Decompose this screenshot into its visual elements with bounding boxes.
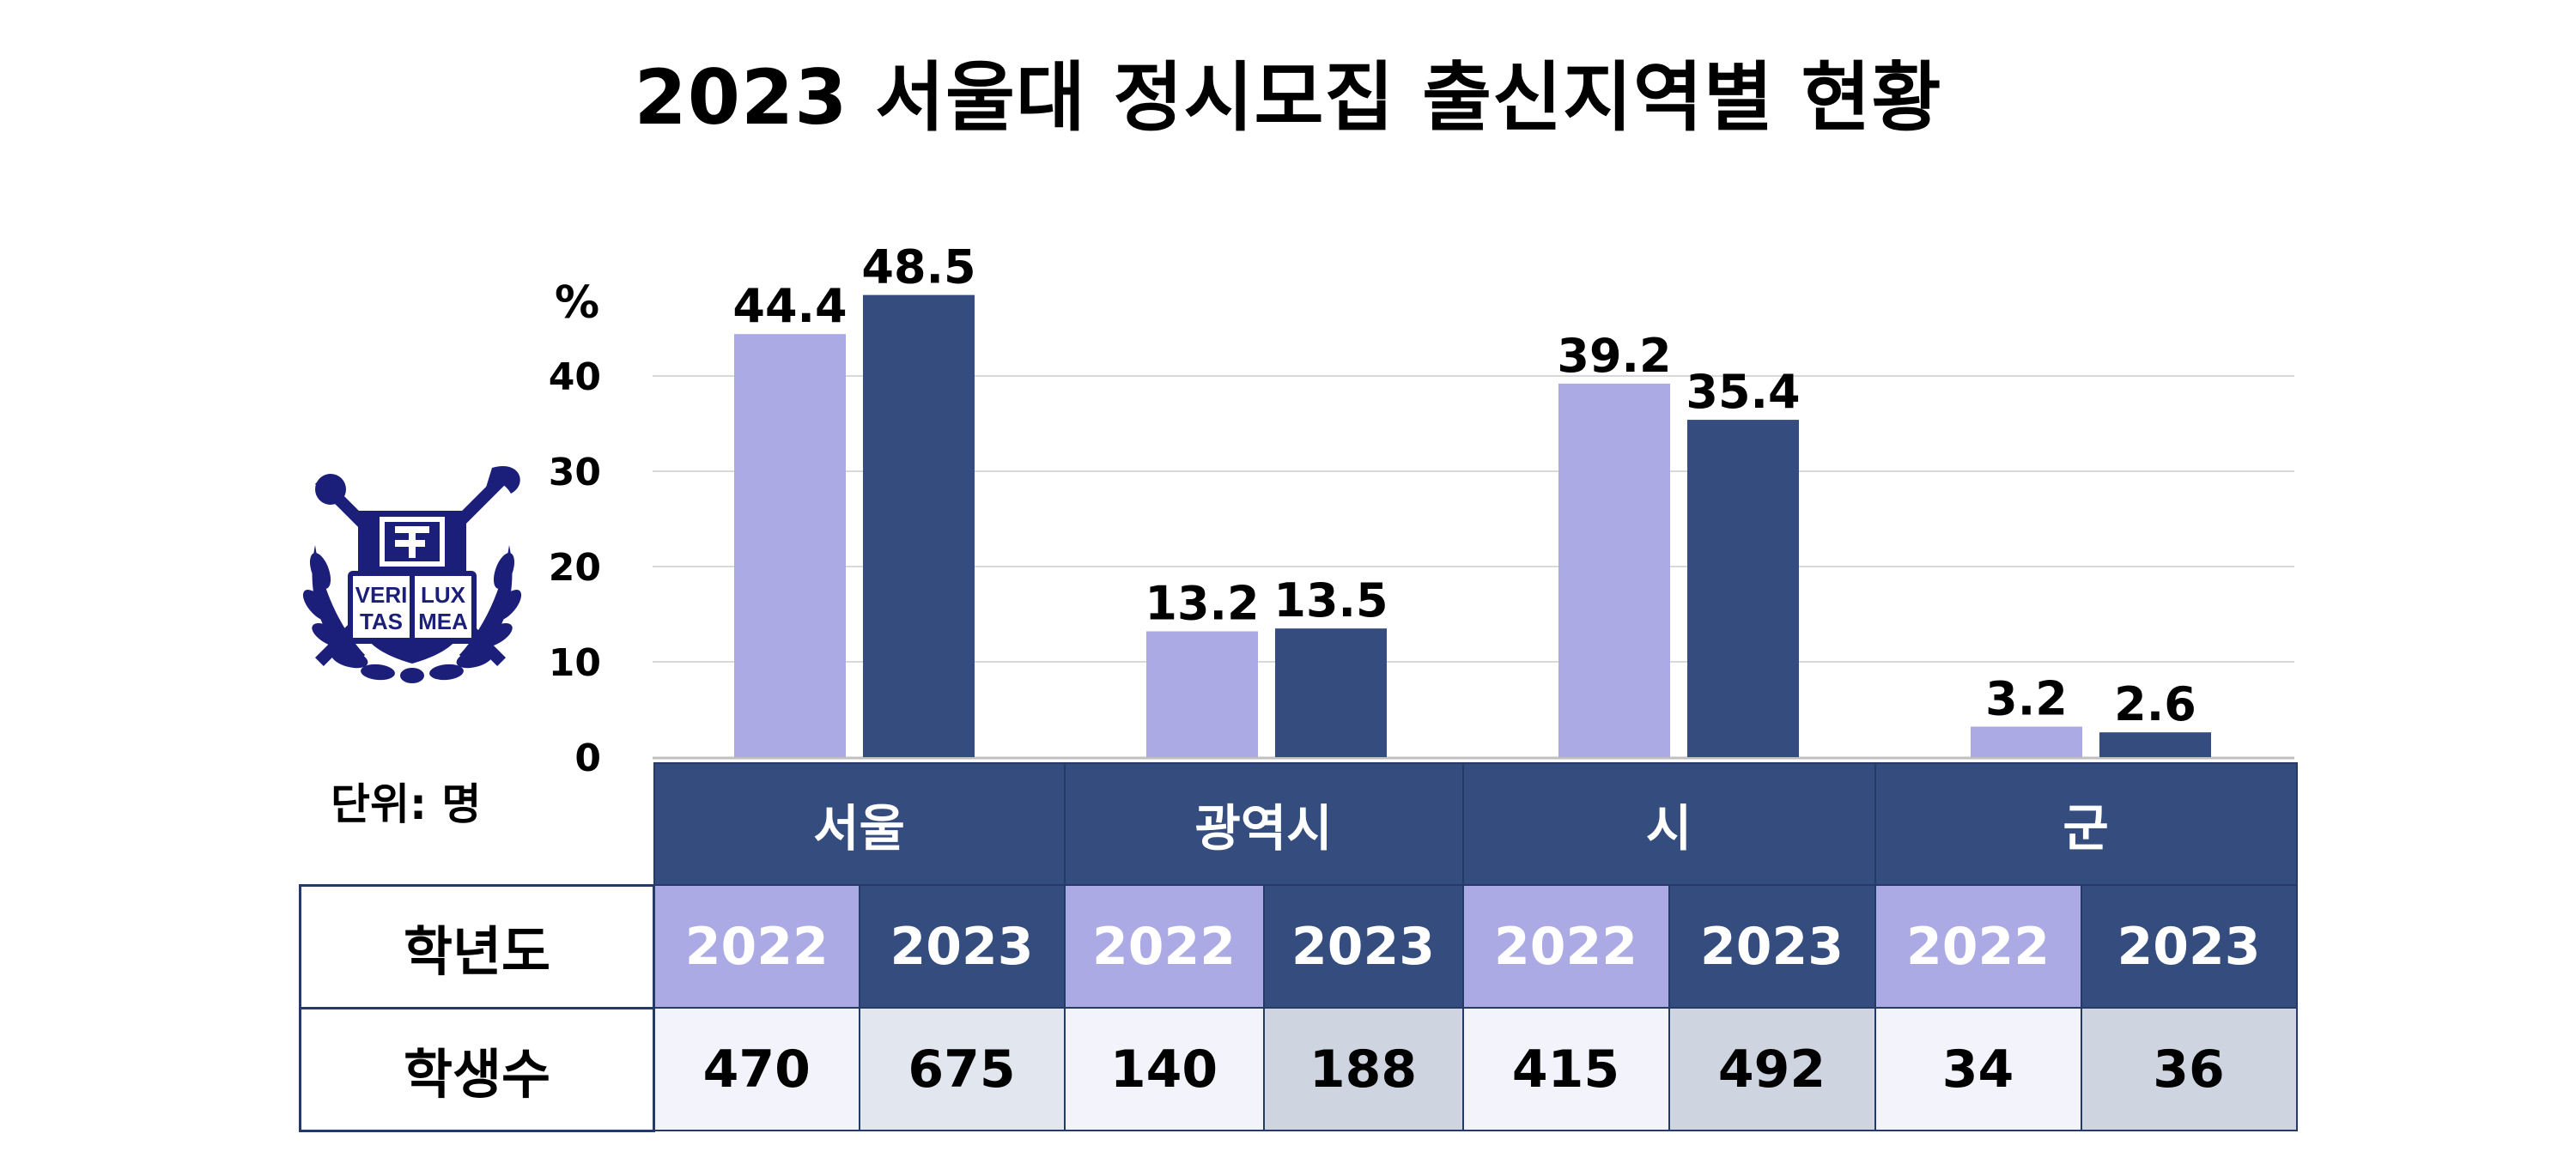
year-cell: 2022 bbox=[1063, 884, 1265, 1009]
data-label: 48.5 bbox=[861, 240, 975, 294]
row-header-year: 학년도 bbox=[299, 883, 655, 1009]
count-cell: 140 bbox=[1063, 1007, 1265, 1131]
bar-2022-서울 bbox=[734, 334, 846, 757]
data-label: 2.6 bbox=[2114, 677, 2196, 731]
count-cell: 36 bbox=[2080, 1007, 2298, 1131]
bars bbox=[734, 294, 2211, 757]
bar-2023-서울 bbox=[863, 294, 975, 757]
university-emblem-icon: VERI LUX TAS MEA bbox=[302, 465, 522, 683]
data-label: 44.4 bbox=[732, 279, 847, 333]
row-header-count: 학생수 bbox=[299, 1006, 655, 1132]
y-axis-label: % bbox=[555, 277, 599, 329]
y-tick-label: 30 bbox=[549, 451, 601, 494]
count-cell: 675 bbox=[858, 1007, 1066, 1131]
y-tick-label: 10 bbox=[549, 641, 601, 685]
student-count-table: 서울 광역시 시 군 학년도 2022 2023 2022 2023 2022 … bbox=[299, 762, 2298, 1132]
year-cell: 2022 bbox=[653, 884, 860, 1009]
data-label: 39.2 bbox=[1557, 329, 1671, 383]
count-cell: 492 bbox=[1668, 1007, 1876, 1131]
year-cell: 2023 bbox=[2080, 884, 2298, 1009]
chart-title: 2023 서울대 정시모집 출신지역별 현황 bbox=[634, 53, 1942, 142]
bar-2023-광역시 bbox=[1275, 628, 1387, 757]
data-label: 13.2 bbox=[1145, 576, 1259, 630]
y-tick-label: 40 bbox=[549, 355, 601, 399]
logo-text: LUX bbox=[421, 582, 466, 608]
bar-2023-시 bbox=[1687, 420, 1799, 757]
data-label: 13.5 bbox=[1273, 573, 1388, 627]
logo-text: MEA bbox=[418, 609, 468, 634]
count-cell: 188 bbox=[1262, 1007, 1464, 1131]
count-cell: 470 bbox=[653, 1007, 860, 1131]
category-header: 군 bbox=[1874, 762, 2298, 886]
category-header: 시 bbox=[1461, 762, 1876, 886]
y-tick-label: 0 bbox=[574, 737, 601, 773]
bar-2022-군 bbox=[1971, 726, 2082, 757]
y-tick-label: 20 bbox=[549, 546, 601, 590]
year-cell: 2022 bbox=[1874, 884, 2082, 1009]
year-cell: 2023 bbox=[1668, 884, 1876, 1009]
bar-2022-시 bbox=[1558, 383, 1670, 757]
data-labels: 44.4 13.2 39.2 3.2 48.5 13.5 35.4 2.6 bbox=[732, 240, 2196, 731]
bar-2023-군 bbox=[2099, 732, 2211, 757]
logo-text: TAS bbox=[360, 609, 403, 634]
year-cell: 2023 bbox=[858, 884, 1066, 1009]
data-label: 35.4 bbox=[1686, 365, 1800, 419]
year-cell: 2022 bbox=[1461, 884, 1670, 1009]
category-header: 서울 bbox=[653, 762, 1066, 886]
year-cell: 2023 bbox=[1262, 884, 1464, 1009]
unit-label: 단위: 명 bbox=[331, 779, 482, 829]
bar-2022-광역시 bbox=[1146, 631, 1258, 757]
count-cell: 34 bbox=[1874, 1007, 2082, 1131]
data-label: 3.2 bbox=[1985, 671, 2068, 725]
category-header: 광역시 bbox=[1063, 762, 1464, 886]
count-cell: 415 bbox=[1461, 1007, 1670, 1131]
y-axis-ticks: 0 10 20 30 40 bbox=[549, 355, 601, 773]
table-corner bbox=[301, 763, 654, 885]
logo-text: VERI bbox=[355, 582, 408, 608]
bar-chart: 0 10 20 30 40 % 44.4 13.2 39.2 3.2 48.5 13.5 35.4 2… bbox=[549, 240, 2294, 773]
